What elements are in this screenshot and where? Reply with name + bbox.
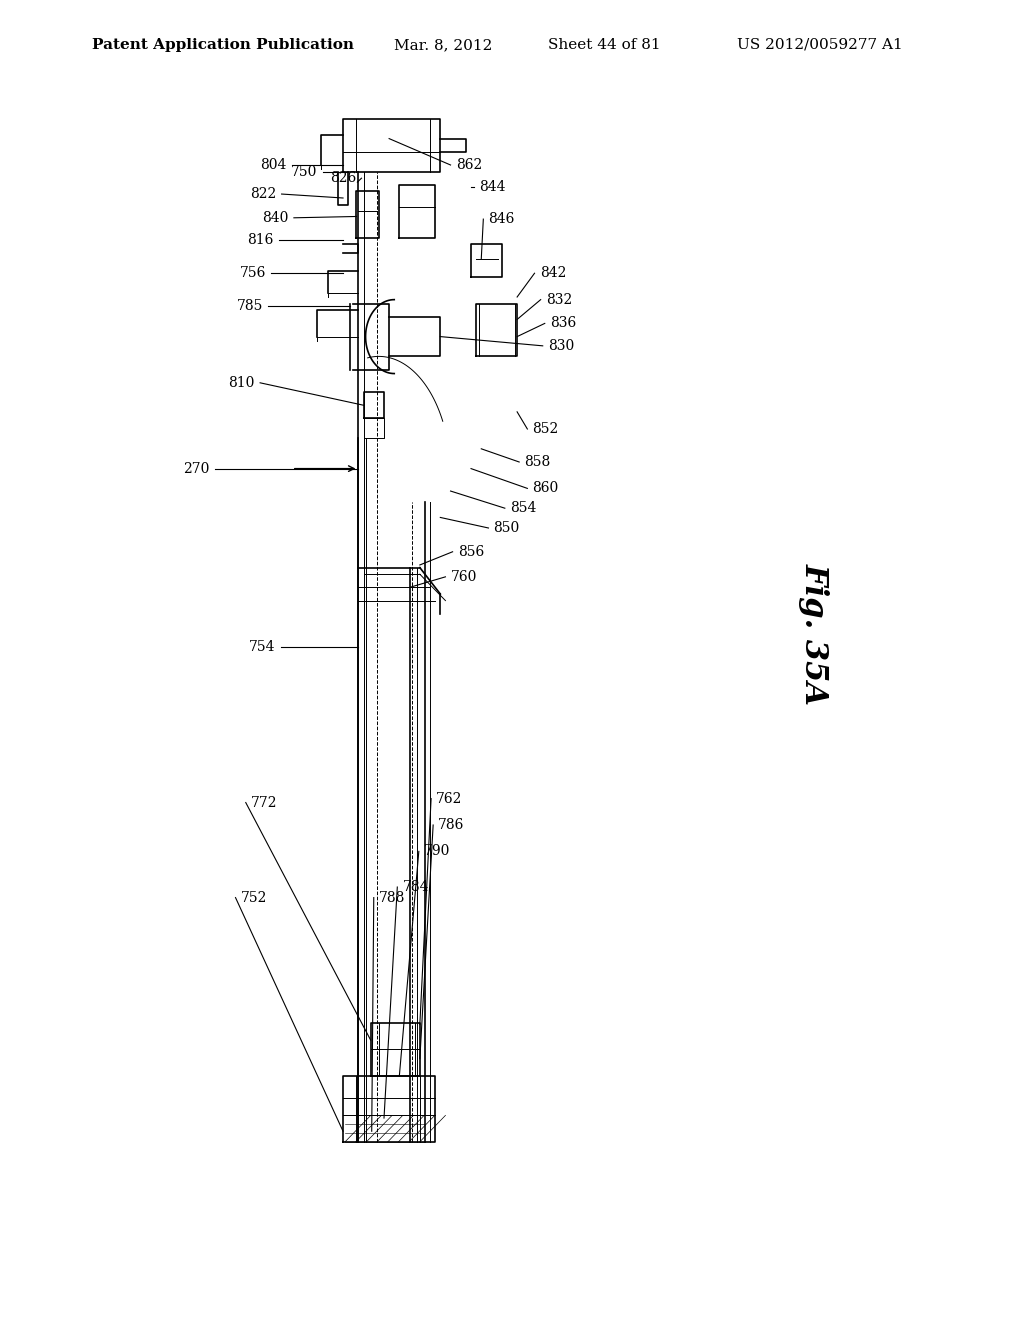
Text: 858: 858 xyxy=(524,455,551,469)
Text: 754: 754 xyxy=(249,640,275,653)
Text: 856: 856 xyxy=(458,545,484,558)
Text: 786: 786 xyxy=(438,818,465,832)
Text: 860: 860 xyxy=(532,482,559,495)
Text: 846: 846 xyxy=(488,213,515,226)
Text: 836: 836 xyxy=(550,317,577,330)
Text: 822: 822 xyxy=(250,187,276,201)
Text: 750: 750 xyxy=(291,165,317,178)
Text: 862: 862 xyxy=(456,158,482,172)
Text: 852: 852 xyxy=(532,422,559,436)
Text: 842: 842 xyxy=(540,267,566,280)
Text: 804: 804 xyxy=(260,158,287,172)
Text: 270: 270 xyxy=(183,462,210,475)
Text: Fig. 35A: Fig. 35A xyxy=(799,562,829,705)
Text: 784: 784 xyxy=(402,880,429,894)
Text: 788: 788 xyxy=(379,891,406,904)
Text: US 2012/0059277 A1: US 2012/0059277 A1 xyxy=(737,38,903,51)
Text: Mar. 8, 2012: Mar. 8, 2012 xyxy=(394,38,493,51)
Text: 826: 826 xyxy=(330,172,356,185)
Text: 790: 790 xyxy=(424,845,451,858)
Text: 772: 772 xyxy=(251,796,278,809)
Text: 854: 854 xyxy=(510,502,537,515)
Text: Patent Application Publication: Patent Application Publication xyxy=(92,38,354,51)
Text: 785: 785 xyxy=(237,300,263,313)
Text: 840: 840 xyxy=(262,211,289,224)
Text: 752: 752 xyxy=(241,891,267,904)
Text: 810: 810 xyxy=(228,376,255,389)
Text: 844: 844 xyxy=(479,181,506,194)
Text: Sheet 44 of 81: Sheet 44 of 81 xyxy=(548,38,660,51)
Text: 832: 832 xyxy=(546,293,572,306)
Text: 830: 830 xyxy=(548,339,574,352)
Text: 762: 762 xyxy=(436,792,463,805)
Text: 850: 850 xyxy=(494,521,520,535)
Text: 756: 756 xyxy=(240,267,266,280)
Text: 760: 760 xyxy=(451,570,477,583)
Text: 816: 816 xyxy=(247,234,273,247)
